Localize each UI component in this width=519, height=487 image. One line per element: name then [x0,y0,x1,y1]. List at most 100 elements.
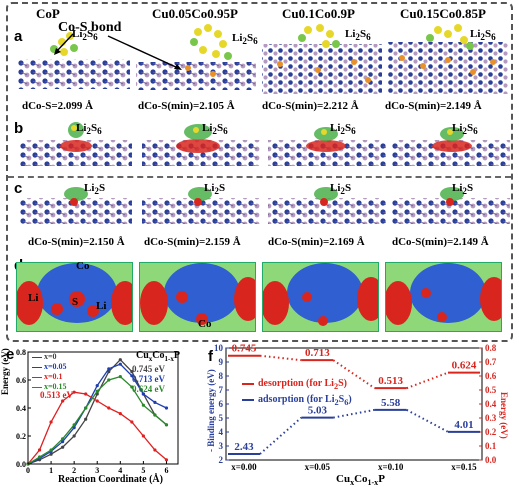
chart-f-right-tick-label: 0.6 [485,371,497,381]
chart-f-right-tick-label: 0.3 [485,413,497,423]
chart-f-value-label: 4.01 [454,419,473,431]
chart-e-point [37,448,42,452]
row-b-molecule-3: Li2S6 [452,122,478,137]
chart-e-legend-item: x=0.1 [32,372,67,382]
chart-e-ytick-label: 0.6 [16,376,26,385]
chart-e-point [164,458,169,462]
row-c-distance-1: dCo-S(min)=2.159 Å [144,236,241,248]
chart-e-annotation-0: 0.745 eV [132,364,165,374]
row-a-distance-0: dCo-S=2.099 Å [22,100,94,112]
chart-f-value-label: 2.43 [234,441,254,453]
chart-e-point [49,452,53,456]
chart-e-xtick-label: 1 [49,466,53,475]
chart-f-value-label: 0.713 [305,347,330,359]
chart-e-point [130,374,134,378]
column-header-1: Cu0.05Co0.95P [152,6,238,21]
chart-e-point [130,385,134,389]
row-c-distance-0: dCo-S(min)=2.150 Å [28,236,125,248]
row-a-molecule-2: Li2S6 [345,28,371,43]
elf-label-li-left: Li [28,292,39,304]
chart-e: 0 1 2 3 4 5 6 0.0 0.2 0.4 0.6 0.8 [16,348,179,475]
chart-f-legend-adsorption: adsorption (for Li2S6) [242,394,352,407]
elf-map-0 [16,262,133,332]
chart-e-point [95,389,99,393]
chart-f-left-tick-label: 7 [219,385,224,395]
chart-e-point [107,367,111,371]
chart-e-point [37,455,42,459]
chart-e-xlabel: Reaction Coordinate (Å) [58,474,163,485]
chart-e-point [118,358,122,362]
chart-e-point [107,378,111,382]
chart-e-legend-item: x=0.05 [32,362,67,372]
chart-f-category-label: x=0.05 [305,462,331,472]
row-a-molecule-1: Li2S6 [232,32,258,47]
row-b-molecule-2: Li2S6 [330,122,356,137]
chart-e-point [49,448,53,452]
chart-e-annotation-3: 0.513 eV [40,390,73,400]
row-c-distance-2: dCo-S(min)=2.169 Å [268,236,365,248]
row-c-distance-3: dCo-S(min)=2.149 Å [392,236,489,248]
chart-e-annotation-2: 0.624 eV [132,384,165,394]
chart-f-right-tick-label: 0.0 [485,455,497,465]
chart-f-ylabel-left: - Binding energy (eV) [206,369,216,452]
chart-e-point [118,375,122,379]
row-a-distance-3: dCo-S(min)=2.149 Å [385,100,482,112]
chart-f-value-label: 0.745 [232,343,257,355]
row-c-molecule-0: Li2S [84,182,106,197]
chart-e-ytick-label: 0.4 [16,404,26,413]
chart-f-value-label: 0.513 [378,375,403,387]
row-b-molecule-0: Li2S6 [76,122,102,137]
chart-e-point [164,406,169,410]
chart-e-point [72,423,76,427]
chart-e-annotation-1: 0.713 eV [132,374,165,384]
chart-e-xtick-label: 6 [164,466,168,475]
chart-e-xtick-label: 2 [72,466,76,475]
elf-label-s: S [72,296,79,308]
row-a-distance-1: dCo-S(min)=2.105 Å [138,100,235,112]
chart-e-point [95,399,99,403]
chart-e-point [130,420,134,424]
chart-e-legend-item: x=0.15 [32,382,67,392]
chart-e-point [130,370,134,374]
chart-f-left-tick-label: 5 [219,413,224,423]
chart-e-point [61,437,65,441]
chart-e-point [72,434,76,438]
chart-e-xtick-label: 5 [141,466,145,475]
chart-e-point [164,423,169,427]
chart-e-xtick-label: 4 [118,466,122,475]
row-label-c: c [14,180,23,197]
chart-f-right-tick-label: 0.4 [485,399,497,409]
chart-f-left-tick-label: 4 [219,427,224,437]
chart-f-right-tick-label: 0.2 [485,427,497,437]
chart-e-point [84,417,88,421]
chart-e-point [61,399,65,403]
chart-f-connector [406,408,449,433]
row-c-molecule-2: Li2S [330,182,352,197]
chart-e-point [118,412,122,416]
elf-map-2 [262,262,379,332]
chart-e-legend-item: x=0 [32,352,67,362]
column-header-3: Cu0.15Co0.85P [400,6,486,21]
chart-f-right-tick-label: 0.8 [485,343,497,353]
row-a-molecule-3: Li2S6 [470,28,496,43]
chart-e-point [84,392,88,396]
chart-f-left-tick-label: 6 [219,399,224,409]
chart-f-right-tick-label: 0.5 [485,385,497,395]
row-b-charge-density [20,122,510,166]
chart-e-point [153,448,157,452]
column-header-0: CoP [36,6,60,21]
row-a-distance-2: dCo-S(min)=2.212 Å [262,100,359,112]
row-a-molecule-0: Li2S6 [72,28,98,43]
column-header-2: Cu0.1Co0.9P [282,6,355,21]
chart-e-point [141,434,145,438]
chart-f-left-tick-label: 3 [219,441,224,451]
chart-e-point [107,406,111,410]
co-s-bond-callout: Co-S bond [58,20,122,35]
chart-f-category-label: x=0.00 [231,462,257,472]
chart-e-ytick-label: 0.0 [16,460,26,469]
chart-e-point [61,440,65,444]
row-c-structures [20,187,510,224]
chart-e-ytick-label: 0.8 [16,348,26,357]
row-separator [8,176,511,178]
chart-f-left-tick-label: 9 [219,357,224,367]
